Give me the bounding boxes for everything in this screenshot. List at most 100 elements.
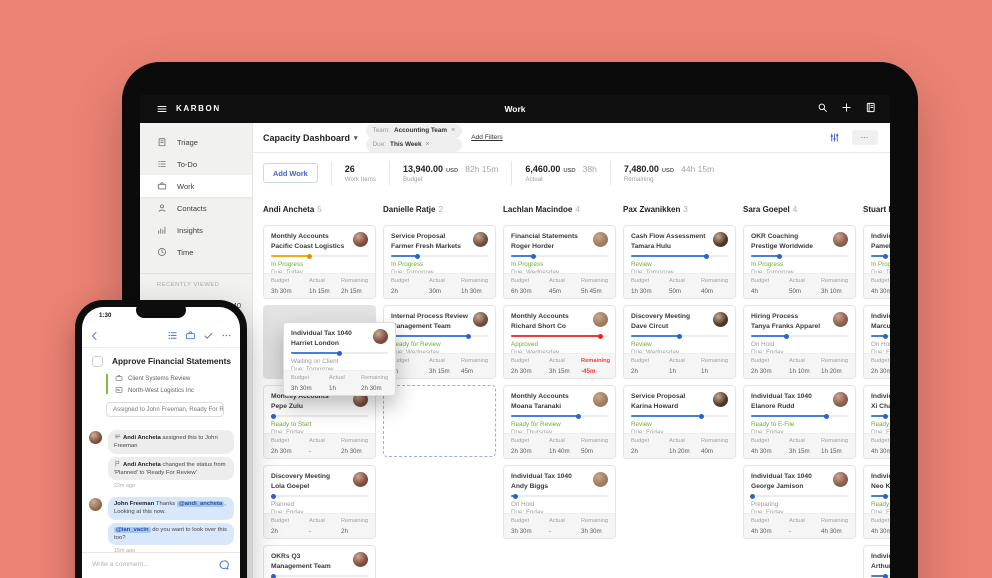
work-card[interactable]: Individual Tax 1040 Xi Chan Ready to E-Fil… bbox=[863, 385, 890, 459]
task-detail-text: Client Systems Review bbox=[128, 374, 191, 382]
card-footer: Budget Actual Remaining 4h3h 15m 45m bbox=[384, 353, 495, 378]
task-checkbox[interactable] bbox=[92, 356, 103, 367]
sidebar-item-work[interactable]: Work bbox=[140, 175, 252, 197]
footer-value: 2h 30m bbox=[751, 368, 772, 375]
view-selector[interactable]: Capacity Dashboard ▾ bbox=[263, 133, 358, 143]
progress-bar bbox=[631, 413, 728, 419]
work-card[interactable]: Monthly Accounts Pepe Zulu Ready to StartD… bbox=[263, 385, 376, 459]
work-card[interactable]: Individual Tax 1040 Andy Biggs On HoldDue:… bbox=[503, 465, 616, 539]
checklist-icon[interactable] bbox=[167, 330, 178, 341]
status-bar-time: 1:30 bbox=[99, 312, 112, 319]
briefcase-icon[interactable] bbox=[185, 330, 196, 341]
footer-label: Budget bbox=[751, 518, 770, 524]
work-card[interactable]: Internal Process Review Management Team Re… bbox=[383, 305, 496, 379]
add-filters-link[interactable]: Add Filters bbox=[471, 134, 503, 141]
work-card[interactable]: Individual Tax 1040 Marcus On HoldDue: Fri… bbox=[863, 305, 890, 379]
back-icon[interactable] bbox=[89, 330, 101, 342]
card-footer: Budget Actual Remaining 2h 30m - 2h 30m bbox=[264, 433, 375, 458]
sidebar-item-contacts[interactable]: Contacts bbox=[140, 197, 252, 219]
mention-chip[interactable]: @andi_ancheta bbox=[176, 501, 225, 508]
progress-fill bbox=[751, 413, 829, 419]
footer-label: Budget bbox=[871, 358, 890, 364]
footer-label: Remaining bbox=[701, 438, 729, 444]
footer-label: Budget bbox=[391, 358, 410, 364]
progress-fill bbox=[511, 333, 604, 339]
work-card[interactable]: Individual Tax 1040 Neo Kir Ready to E-Fil… bbox=[863, 465, 890, 539]
task-detail-row: Client Systems Review bbox=[115, 374, 194, 382]
card-client: Management Team bbox=[391, 322, 451, 330]
work-card[interactable]: Monthly Accounts Pacific Coast Logistics I… bbox=[263, 225, 376, 299]
work-card[interactable]: Service Proposal Farmer Fresh Markets In P… bbox=[383, 225, 496, 299]
footer-value: 1h bbox=[329, 385, 336, 392]
sliders-icon[interactable] bbox=[829, 132, 840, 143]
comment-composer[interactable]: Write a comment... bbox=[82, 552, 240, 578]
work-card[interactable]: Financial Statements Roger Horder In Progr… bbox=[503, 225, 616, 299]
dragged-card[interactable]: Individual Tax 1040 Harriet London Waiting… bbox=[283, 322, 396, 396]
sidebar-item-to-do[interactable]: To-Do bbox=[140, 153, 252, 175]
sidebar-item-insights[interactable]: Insights bbox=[140, 219, 252, 241]
sidebar-item-triage[interactable]: Triage bbox=[140, 131, 252, 153]
progress-dot bbox=[575, 413, 581, 419]
footer-label: Actual bbox=[329, 375, 345, 381]
footer-value: - bbox=[549, 528, 552, 535]
footer-value: 1h 15m bbox=[821, 448, 842, 455]
more-icon[interactable] bbox=[221, 330, 232, 341]
footer-label: Budget bbox=[751, 278, 770, 284]
work-card[interactable]: Cash Flow Assessment Tamara Hulu ReviewDue… bbox=[623, 225, 736, 299]
card-title: OKR Coaching bbox=[751, 233, 799, 240]
column-header: Lachlan Macindoe 4 bbox=[503, 205, 616, 217]
add-work-button[interactable]: Add Work bbox=[263, 163, 318, 183]
sidebar-item-label: Work bbox=[177, 181, 195, 191]
footer-value: 1h 30m bbox=[631, 288, 652, 295]
work-card[interactable]: OKR Coaching Prestige Worldwide In Progres… bbox=[743, 225, 856, 299]
mention-chip[interactable]: @ian_vacin bbox=[114, 526, 151, 533]
work-card[interactable]: Monthly Accounts Moana Taranaki Ready for … bbox=[503, 385, 616, 459]
status-label: On Hold bbox=[751, 341, 775, 348]
status-label: In Progress bbox=[751, 261, 784, 268]
footer-value: 4h 30m bbox=[751, 448, 772, 455]
due-label: Due: Wednesday bbox=[391, 349, 488, 356]
footer-value: 4h 30m bbox=[821, 528, 842, 535]
work-card[interactable]: Individual Tax 1040 George Jamison Prepari… bbox=[743, 465, 856, 539]
stat-currency: USD bbox=[563, 167, 576, 174]
column-owner: Andi Ancheta bbox=[263, 205, 315, 214]
close-icon[interactable]: × bbox=[451, 127, 456, 134]
due-label: Due: Tomorrow bbox=[871, 269, 890, 276]
menu-icon[interactable] bbox=[156, 103, 168, 115]
work-card[interactable]: Individual Tax 1040 Pamela In ProgressDue:… bbox=[863, 225, 890, 299]
add-icon[interactable] bbox=[841, 102, 852, 113]
card-client: Neo Kir bbox=[871, 482, 890, 490]
sidebar-item-time[interactable]: Time bbox=[140, 241, 252, 263]
work-card[interactable]: Service Proposal Karina Howard ReviewDue: … bbox=[623, 385, 736, 459]
work-card[interactable]: Hiring Process Tanya Franks Apparel On Hol… bbox=[743, 305, 856, 379]
search-icon[interactable] bbox=[817, 102, 828, 113]
stat-amount: 13,940.00 bbox=[402, 163, 443, 174]
progress-dot bbox=[336, 350, 342, 356]
more-options-button[interactable]: … bbox=[852, 130, 878, 145]
work-card[interactable]: Discovery Meeting Lola Goepel PlannedDue: … bbox=[263, 465, 376, 539]
status-label: On Hold bbox=[511, 501, 535, 508]
filter-chip[interactable]: Team: Accounting Team × bbox=[365, 123, 463, 138]
progress-dot bbox=[531, 253, 537, 259]
footer-label: Actual bbox=[309, 278, 325, 284]
status-label: Ready to E-File bbox=[751, 421, 795, 428]
column-header: Sara Goepel 4 bbox=[743, 205, 856, 217]
chat-bubble-icon[interactable] bbox=[218, 559, 230, 571]
progress-fill bbox=[871, 253, 888, 259]
card-title: Individual Tax 1040 bbox=[291, 330, 352, 337]
activity-row: Andi Ancheta assigned this to John Freem… bbox=[89, 430, 234, 454]
work-card[interactable]: Individual Tax 1040ArthurBudgetActualRem… bbox=[863, 545, 890, 578]
close-icon[interactable]: × bbox=[425, 141, 430, 148]
check-icon[interactable] bbox=[203, 330, 214, 341]
work-card[interactable]: Individual Tax 1040 Elanore Rudd Ready to … bbox=[743, 385, 856, 459]
filter-chip[interactable]: Due: This Week × bbox=[365, 137, 463, 152]
work-card[interactable]: Discovery Meeting Dave Circut ReviewDue: W… bbox=[623, 305, 736, 379]
footer-value: 1h 20m bbox=[821, 368, 842, 375]
status-label: On Hold bbox=[871, 341, 890, 348]
comment-input[interactable]: Write a comment... bbox=[92, 561, 149, 568]
due-label: Due: Friday bbox=[871, 509, 890, 516]
notes-icon[interactable] bbox=[865, 102, 876, 113]
work-card[interactable]: Monthly Accounts Richard Short Co Approved… bbox=[503, 305, 616, 379]
progress-fill bbox=[511, 253, 537, 259]
